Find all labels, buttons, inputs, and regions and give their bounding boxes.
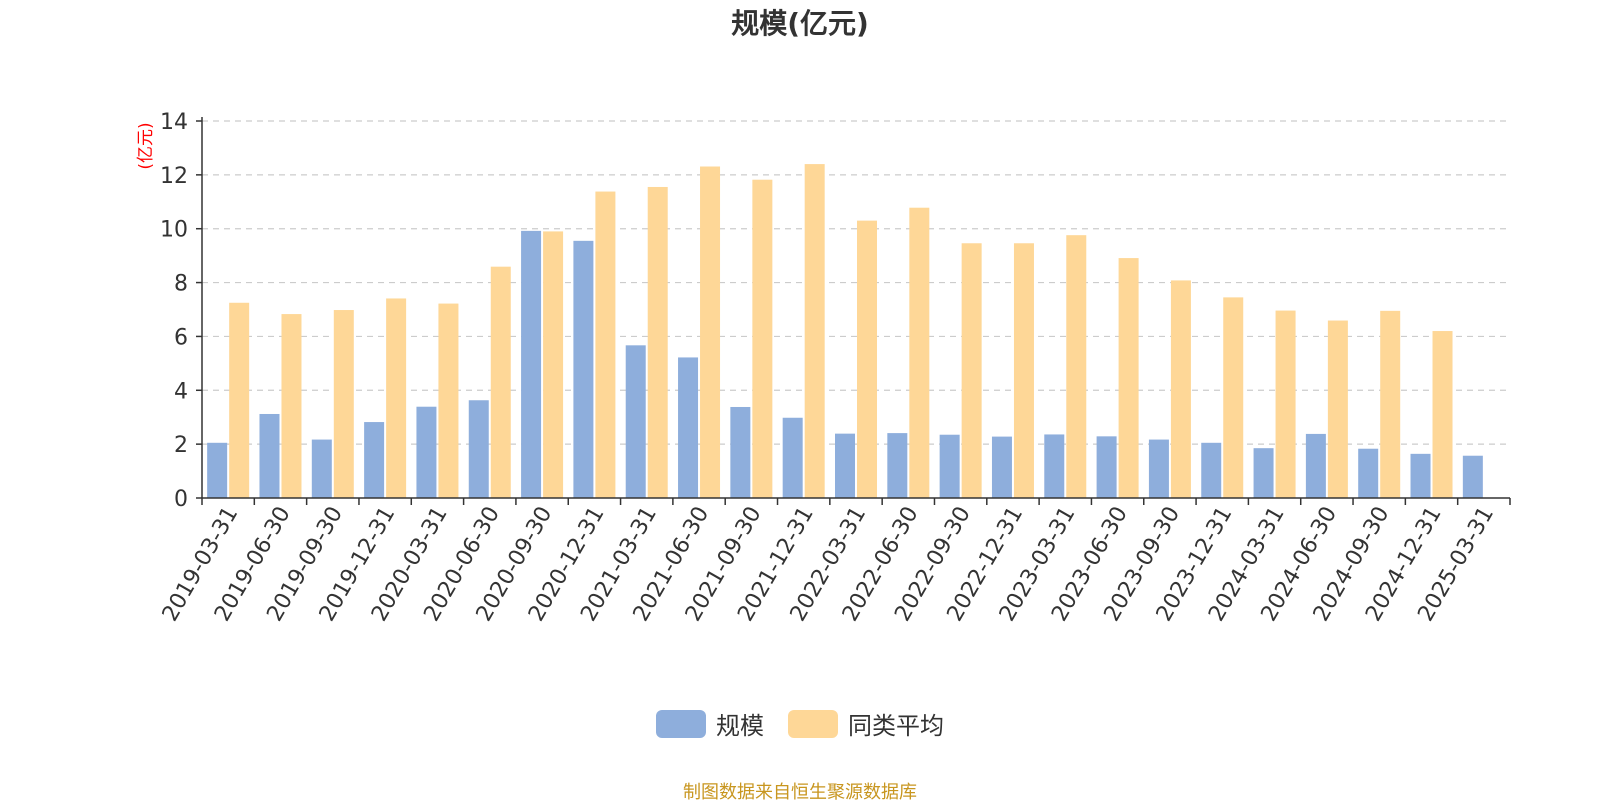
bar-peer-average	[1170, 280, 1191, 498]
bar-peer-average	[1118, 258, 1139, 498]
source-note: 制图数据来自恒生聚源数据库	[683, 782, 917, 803]
bar-peer-average	[1380, 310, 1401, 498]
bar-scale	[782, 417, 803, 498]
bar-peer-average	[857, 220, 877, 498]
y-tick-label: 12	[160, 164, 188, 189]
legend-label-peer-average: 同类平均	[848, 712, 944, 740]
bar-peer-average	[543, 231, 564, 498]
bar-scale	[939, 434, 960, 498]
bar-scale	[730, 406, 751, 498]
bar-scale	[625, 345, 646, 498]
bar-peer-average	[700, 166, 721, 499]
legend-item-peer-average[interactable]: 同类平均	[788, 706, 944, 741]
bar-scale	[887, 433, 908, 498]
legend-label-scale: 规模	[716, 712, 764, 740]
bar-peer-average	[804, 164, 825, 499]
bar-peer-average	[595, 191, 616, 498]
bar-scale	[678, 357, 699, 498]
bar-peer-average	[229, 302, 250, 498]
bar-scale	[416, 406, 437, 498]
bar-peer-average	[909, 207, 930, 498]
bar-scale	[1305, 433, 1326, 498]
bar-peer-average	[1327, 320, 1348, 498]
bar-scale	[835, 433, 855, 498]
bar-scale	[1253, 448, 1274, 498]
y-tick-label: 8	[174, 272, 188, 297]
bar-scale	[1410, 453, 1431, 498]
bar-peer-average	[1066, 235, 1087, 499]
bar-peer-average	[1432, 331, 1453, 498]
bar-scale	[991, 436, 1012, 498]
bar-peer-average	[1223, 297, 1244, 498]
legend-swatch-peer-average	[788, 709, 838, 738]
y-tick-label: 14	[160, 110, 188, 135]
bar-scale	[573, 240, 594, 498]
bar-scale	[207, 442, 228, 498]
chart-title: 规模(亿元)	[731, 7, 869, 40]
bar-scale	[1462, 455, 1483, 498]
y-axis-unit-label: (亿元)	[136, 122, 156, 169]
y-tick-label: 6	[174, 325, 188, 350]
bar-peer-average	[1013, 243, 1034, 498]
legend: 规模 同类平均	[0, 706, 1600, 741]
bar-scale	[311, 439, 332, 498]
bar-scale	[259, 413, 280, 498]
bar-peer-average	[386, 298, 407, 498]
bar-peer-average	[1275, 310, 1296, 498]
bar-scale	[521, 230, 542, 498]
bar-scale	[364, 422, 385, 498]
axis-layer	[196, 117, 1511, 505]
y-tick-label: 2	[174, 433, 188, 458]
bar-scale	[1044, 434, 1065, 498]
bar-peer-average	[438, 303, 459, 498]
bar-peer-average	[333, 310, 354, 498]
y-tick-label: 10	[160, 218, 188, 243]
y-tick-label: 0	[174, 487, 188, 512]
bar-scale	[468, 400, 489, 498]
bar-scale	[1148, 439, 1169, 498]
bar-peer-average	[647, 186, 668, 498]
bar-peer-average	[752, 179, 773, 498]
y-tick-label: 4	[174, 379, 188, 404]
bar-peer-average	[281, 314, 302, 498]
legend-item-scale[interactable]: 规模	[656, 706, 764, 741]
bar-scale	[1201, 442, 1222, 498]
bar-scale	[1358, 448, 1379, 498]
bars-layer	[207, 164, 1483, 499]
bar-peer-average	[961, 243, 982, 498]
legend-swatch-scale	[656, 709, 706, 738]
bar-peer-average	[490, 266, 511, 498]
bar-scale	[1096, 436, 1117, 498]
